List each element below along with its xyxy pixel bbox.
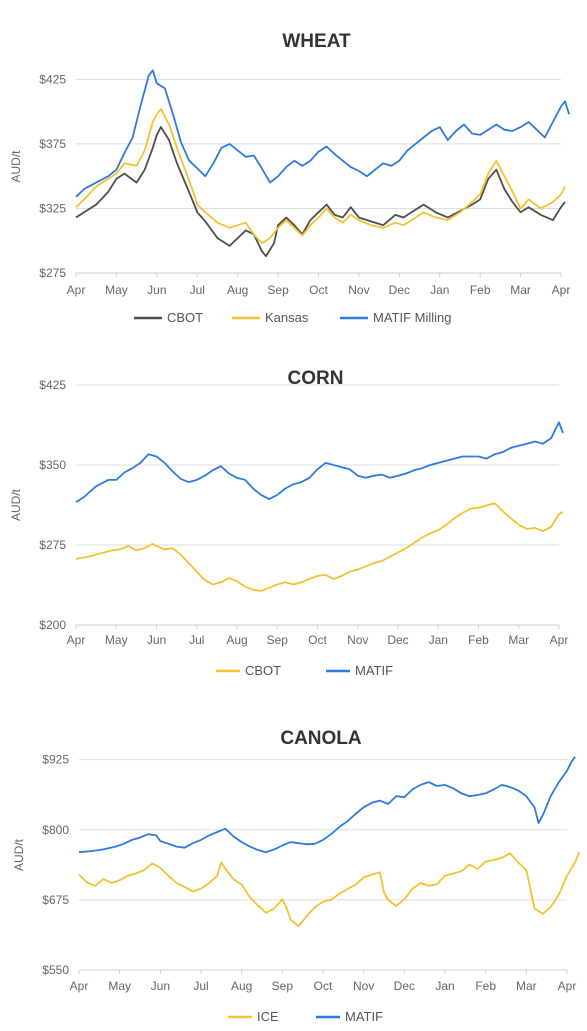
x-tick-label: Mar (516, 979, 537, 993)
x-tick-label: Jan (429, 633, 448, 647)
legend-label: MATIF (345, 1009, 383, 1024)
y-tick-label: $350 (39, 458, 66, 472)
x-tick-label: Jul (190, 283, 205, 297)
x-tick-label: Jun (147, 283, 166, 297)
chart-title: CORN (288, 368, 344, 389)
x-tick-label: Aug (231, 979, 252, 993)
legend-label: ICE (257, 1009, 279, 1024)
y-axis-label: AUD/t (9, 488, 23, 521)
legend-label: CBOT (245, 663, 281, 678)
series-line-cbot (75, 502, 564, 592)
series-line-kansas (75, 108, 566, 245)
legend-label: Kansas (265, 310, 309, 325)
x-tick-label: Apr (558, 979, 577, 993)
x-tick-label: Apr (552, 283, 571, 297)
series-line-ice (78, 851, 581, 928)
x-tick-label: Mar (508, 633, 529, 647)
legend-label: MATIF (355, 663, 393, 678)
x-tick-label: Oct (309, 283, 328, 297)
y-tick-label: $275 (39, 538, 66, 552)
y-tick-label: $425 (39, 378, 66, 392)
y-tick-label: $550 (42, 963, 69, 977)
x-tick-label: Apr (67, 633, 86, 647)
x-tick-label: Mar (510, 283, 531, 297)
x-tick-label: Sep (267, 283, 289, 297)
chart-title: WHEAT (282, 31, 351, 52)
x-tick-label: Aug (226, 633, 247, 647)
legend-label: MATIF Milling (373, 310, 451, 325)
y-tick-label: $925 (42, 753, 69, 767)
chart-title: CANOLA (280, 728, 362, 749)
y-axis-label: AUD/t (12, 838, 26, 871)
x-tick-label: May (105, 283, 128, 297)
series-line-matif (75, 421, 564, 504)
x-tick-label: Sep (267, 633, 289, 647)
y-tick-label: $200 (39, 618, 66, 632)
x-tick-label: Jan (435, 979, 454, 993)
y-axis-label: AUD/t (9, 150, 23, 183)
y-tick-label: $800 (42, 823, 69, 837)
y-tick-label: $325 (39, 201, 66, 215)
y-tick-label: $675 (42, 893, 69, 907)
x-tick-label: Jul (193, 979, 208, 993)
x-tick-label: Feb (468, 633, 489, 647)
x-tick-label: Jun (147, 633, 166, 647)
y-tick-label: $375 (39, 137, 66, 151)
x-tick-label: Nov (348, 283, 369, 297)
series-line-matif (78, 756, 576, 854)
y-tick-label: $275 (39, 266, 66, 280)
wheat-chart: WHEAT $425 $375 $325 $275 AUD/t Apr May Jun Jul Au… (9, 31, 570, 325)
x-tick-label: Dec (394, 979, 415, 993)
x-tick-label: May (105, 633, 128, 647)
x-tick-label: Aug (227, 283, 248, 297)
x-tick-label: Oct (314, 979, 333, 993)
legend-label: CBOT (167, 310, 203, 325)
x-tick-label: Sep (272, 979, 294, 993)
x-tick-label: Nov (347, 633, 368, 647)
x-tick-label: Nov (353, 979, 374, 993)
x-tick-label: Oct (308, 633, 327, 647)
x-tick-label: Dec (387, 633, 408, 647)
x-tick-label: Feb (475, 979, 496, 993)
series-line-cbot (75, 126, 566, 258)
x-tick-label: Jul (189, 633, 204, 647)
x-tick-label: Dec (389, 283, 410, 297)
canola-chart: CANOLA $925 $800 $675 $550 AUD/t Apr May Jun Jul A… (12, 728, 581, 1024)
corn-chart: CORN $425 $350 $275 $200 AUD/t Apr May Jun Jul Aug… (9, 368, 568, 678)
x-tick-label: Jun (151, 979, 170, 993)
series-line-matif-milling (75, 69, 570, 198)
x-tick-label: Apr (550, 633, 569, 647)
x-tick-label: Apr (70, 979, 89, 993)
x-tick-label: May (108, 979, 131, 993)
x-tick-label: Jan (430, 283, 449, 297)
y-tick-label: $425 (39, 72, 66, 86)
x-tick-label: Feb (470, 283, 491, 297)
x-tick-label: Apr (67, 283, 86, 297)
